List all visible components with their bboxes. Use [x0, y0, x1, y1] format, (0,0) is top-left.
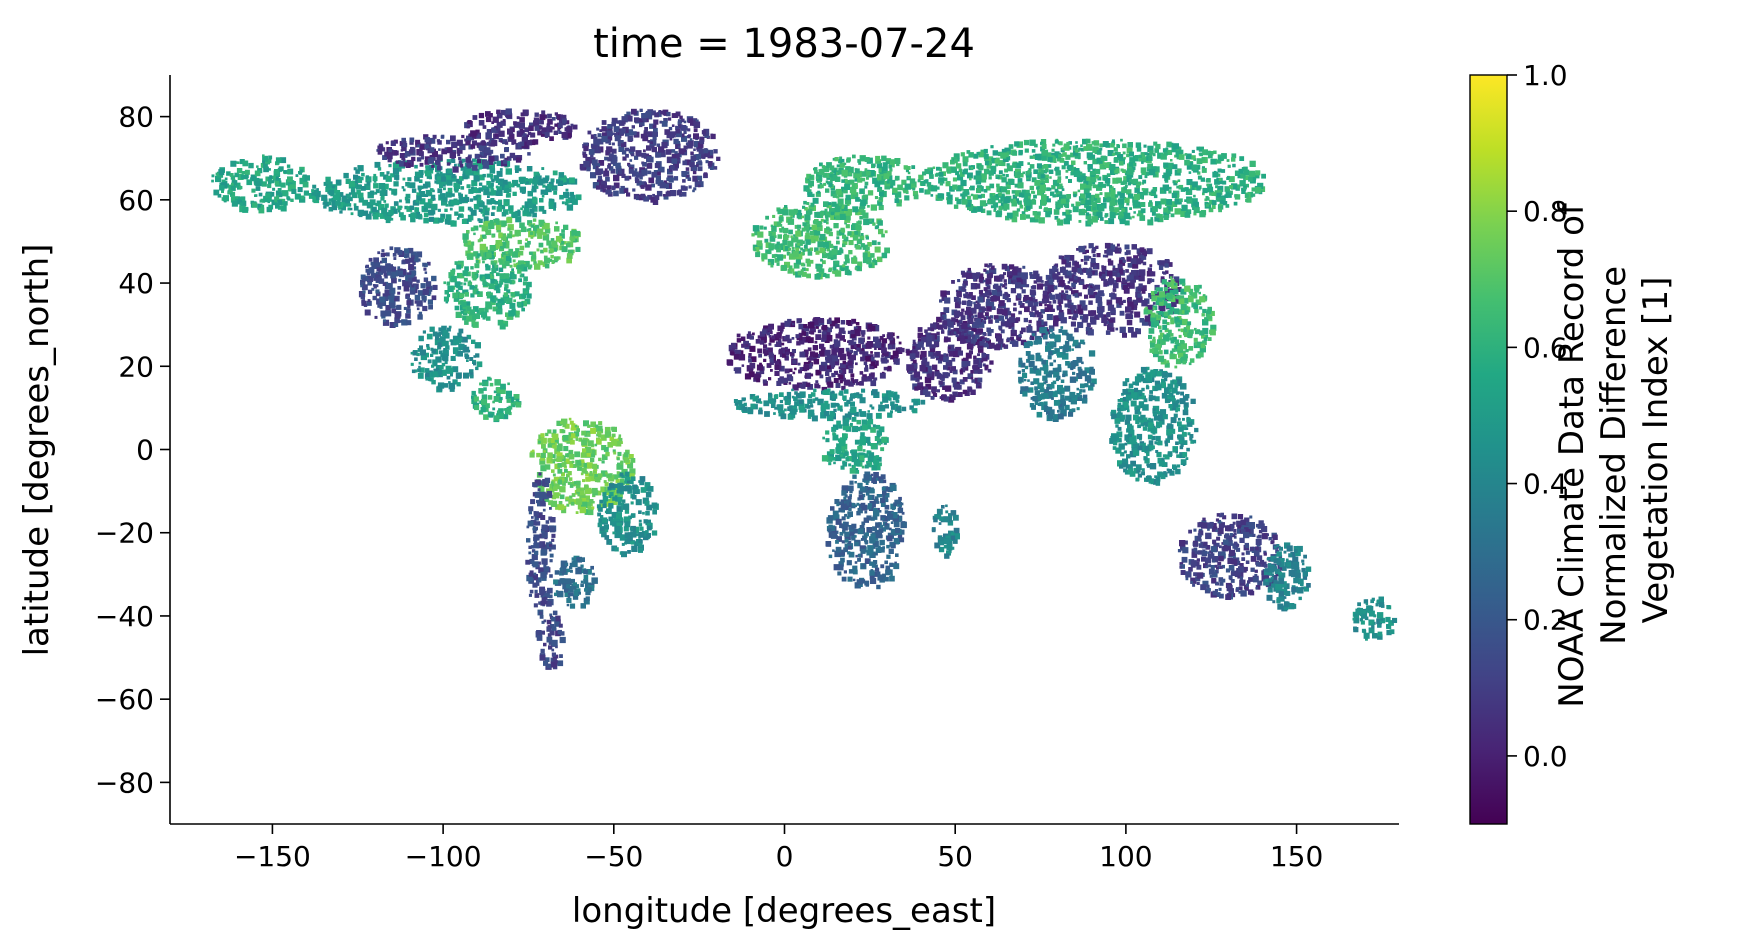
x-tick-label: −150	[234, 840, 311, 873]
region-us-west	[358, 246, 438, 328]
colorbar-ticks: 0.0 0.2 0.4 0.6 0.8 1.0	[1507, 59, 1568, 773]
x-tick-label: −100	[405, 840, 482, 873]
region-india	[1017, 326, 1097, 422]
x-tick-label: 150	[1270, 840, 1323, 873]
y-tick-label: 80	[118, 101, 154, 134]
colorbar-tick-label: 0.4	[1523, 468, 1568, 501]
region-andes-west	[525, 472, 557, 619]
colorbar-tick-label: 0.0	[1523, 740, 1568, 773]
region-east-china	[1143, 276, 1217, 369]
colorbar-tick-label: 0.6	[1523, 331, 1568, 364]
y-tick-label: 40	[118, 267, 154, 300]
y-tick-label: −60	[95, 683, 154, 716]
x-tick-label: 0	[776, 840, 794, 873]
x-tick-label: −50	[584, 840, 643, 873]
colorbar-label-line-3: Vegetation Index [1]	[1636, 277, 1676, 624]
y-tick-label: −80	[95, 766, 154, 799]
chart-title: time = 1983-07-24	[593, 21, 975, 67]
region-us-east	[443, 251, 532, 330]
plot-area: −150 −100 −50 0 50 100 150 80 60 40 20 0 −20 −40 −60 −…	[95, 75, 1399, 873]
region-western-europe	[751, 200, 890, 280]
region-iran-central-asia	[939, 263, 1062, 351]
region-patagonia	[535, 610, 566, 670]
y-tick-label: 60	[118, 184, 154, 217]
region-greenland-edge	[579, 108, 721, 205]
region-alaska	[211, 154, 310, 214]
y-tick-label: 0	[136, 434, 154, 467]
y-tick-label: 20	[118, 350, 154, 383]
region-eastern-canada-forest	[462, 216, 581, 270]
colorbar-gradient	[1469, 74, 1508, 825]
region-northern-canada	[308, 158, 582, 227]
region-central-america	[471, 376, 522, 423]
x-tick-label: 100	[1099, 840, 1152, 873]
y-axis-label: latitude [degrees_north]	[17, 244, 57, 657]
region-siberia	[922, 138, 1266, 227]
x-tick-label: 50	[937, 840, 973, 873]
region-scandinavia	[803, 154, 926, 213]
colorbar-tick-label: 0.8	[1523, 195, 1568, 228]
region-madagascar	[931, 504, 960, 559]
region-southern-africa	[825, 471, 907, 590]
region-new-zealand	[1352, 596, 1398, 641]
region-brazil-east	[596, 471, 659, 558]
region-australia-east	[1263, 542, 1312, 612]
y-tick-label: −40	[95, 600, 154, 633]
colorbar-label-line-1: NOAA Climate Data Record of	[1552, 202, 1592, 708]
region-amazon	[529, 417, 636, 516]
region-southeast-asia	[1109, 366, 1199, 486]
region-canadian-arctic	[376, 133, 531, 173]
region-australia-interior	[1177, 512, 1284, 600]
y-tick-label: −20	[95, 517, 154, 550]
colorbar: 0.0 0.2 0.4 0.6 0.8 1.0 NOAA Climate Data Rec…	[1469, 59, 1676, 825]
colorbar-label-line-2: Normalized Difference	[1594, 266, 1634, 645]
x-axis-label: longitude [degrees_east]	[572, 891, 996, 931]
region-sahara	[726, 317, 905, 393]
colorbar-tick-label: 0.2	[1523, 604, 1568, 637]
x-axis-ticks: −150 −100 −50 0 50 100 150	[234, 824, 1323, 873]
ndvi-map	[211, 108, 1398, 670]
region-central-africa	[821, 417, 889, 474]
region-arctic-islands	[464, 108, 578, 148]
colorbar-tick-label: 1.0	[1523, 59, 1568, 92]
region-argentina	[553, 555, 598, 609]
region-sahel	[733, 388, 926, 422]
region-mexico	[410, 325, 483, 393]
y-axis-ticks: 80 60 40 20 0 −20 −40 −60 −80	[95, 101, 170, 799]
colorbar-label: NOAA Climate Data Record of Normalized D…	[1552, 192, 1676, 707]
